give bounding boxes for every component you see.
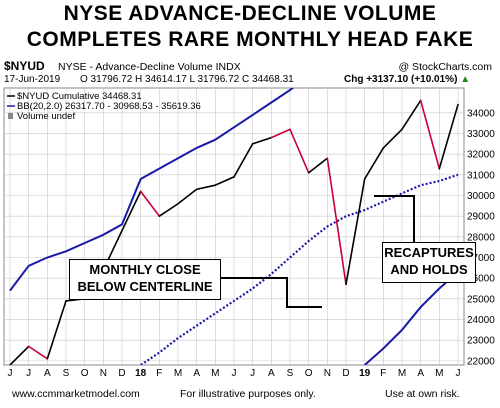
x-tick-label: F [156,368,162,379]
x-tick-label: S [63,368,70,379]
x-tick-label: O [81,368,89,379]
y-tick-label: 32000 [467,150,495,161]
x-tick-label: O [305,368,313,379]
callout-lines [219,195,415,308]
x-tick-label: A [268,368,275,379]
y-tick-label: 24000 [467,315,495,326]
annotation-recaptures: RECAPTURES AND HOLDS [382,242,476,283]
y-tick-label: 28000 [467,232,495,243]
y-tick-label: 27000 [467,253,495,264]
up-arrow-icon: ▲ [460,74,471,85]
x-tick-label: J [456,368,461,379]
x-tick-label: A [193,368,200,379]
price-segment [345,178,366,286]
x-tick-label: 18 [135,368,147,379]
x-tick-label: F [380,368,386,379]
chart-title-line-1: NYSE ADVANCE-DECLINE VOLUME [63,2,437,25]
left-callout-bracket [286,278,322,308]
x-tick-label: J [232,368,237,379]
bb-lower-band [364,271,459,365]
x-tick-label: D [342,368,349,379]
price-segment [121,190,142,232]
y-tick-label: 26000 [467,274,495,285]
price-segment [46,300,67,360]
bb-upper-band [9,88,295,292]
x-tick-label: J [26,368,31,379]
footer-risk-note: Use at own risk. [385,388,460,400]
y-tick-label: 22000 [467,356,495,367]
price-segment [382,128,403,149]
legend-bb-label: BB(20,2.0) 26317.70 - 30968.53 - 35619.3… [17,101,201,112]
x-tick-label: J [8,368,13,379]
x-tick-label: M [398,368,406,379]
x-tick-label: M [174,368,182,379]
price-segment [289,128,310,174]
y-tick-label: 31000 [467,170,495,181]
price-segment [401,99,422,131]
price-segment [27,345,49,360]
x-tick-label: M [435,368,443,379]
price-segment [363,147,385,180]
x-tick-label: N [100,368,107,379]
y-tick-label: 25000 [467,294,495,305]
price-segment [251,136,273,145]
x-tick-label: J [250,368,255,379]
annotation-left-line-1: MONTHLY CLOSE [89,262,201,277]
x-tick-label: 19 [359,368,371,379]
x-tick-label: A [417,368,424,379]
ohlc-values: O 31796.72 H 34614.17 L 31796.72 C 34468… [80,74,294,85]
y-tick-label: 34000 [467,108,495,119]
copyright-label: @ StockCharts.com [398,61,492,73]
price-segment [177,188,198,205]
chart-title-line-2: COMPLETES RARE MONTHLY HEAD FAKE [26,28,474,51]
x-tick-label: S [287,368,294,379]
footer-disclaimer: For illustrative purposes only. [180,388,316,400]
annotation-close-below-centerline: MONTHLY CLOSE BELOW CENTERLINE [69,259,221,300]
price-segment [419,99,441,170]
bb-centerline [139,173,459,365]
legend-price-label: $NYUD Cumulative 34468.31 [17,91,142,102]
x-tick-label: D [118,368,125,379]
price-segment [214,176,235,186]
x-tick-label: A [44,368,51,379]
legend: $NYUD Cumulative 34468.31 BB(20,2.0) 263… [7,91,201,122]
quote-date: 17-Jun-2019 [4,74,61,85]
price-segment [307,157,329,174]
x-tick-label: N [324,368,331,379]
annotation-right-line-1: RECAPTURES [384,245,474,260]
legend-swatch-volume [8,113,13,119]
y-tick-label: 29000 [467,212,495,223]
price-segment [326,157,347,286]
change-readout: Chg +3137.10 (+10.01%) ▲ [344,74,470,85]
price-segment [270,128,291,139]
annotation-right-line-2: AND HOLDS [390,262,468,277]
change-value: Chg +3137.10 (+10.01%) [344,74,458,85]
y-tick-label: 23000 [467,336,495,347]
axes: J J A S O N D 18 F M A M J J A S O N D 19 F M A M J2200023000240… [8,108,496,379]
ticker-symbol: $NYUD [4,59,45,73]
price-segment [158,202,179,217]
price-segment [139,190,161,217]
price-segment [195,184,217,191]
annotation-left-line-2: BELOW CENTERLINE [77,279,213,294]
price-segment [438,103,459,170]
series-layer [9,88,459,365]
price-segment [233,143,254,178]
x-tick-label: M [211,368,219,379]
y-tick-label: 30000 [467,191,495,202]
footer-url: www.ccmmarketmodel.com [12,388,140,400]
legend-volume-label: Volume undef [17,111,75,122]
chart-subtitle: NYSE - Advance-Decline Volume INDX [58,61,241,73]
price-segment [9,345,30,365]
right-callout-bracket [374,195,415,242]
y-tick-label: 33000 [467,129,495,140]
